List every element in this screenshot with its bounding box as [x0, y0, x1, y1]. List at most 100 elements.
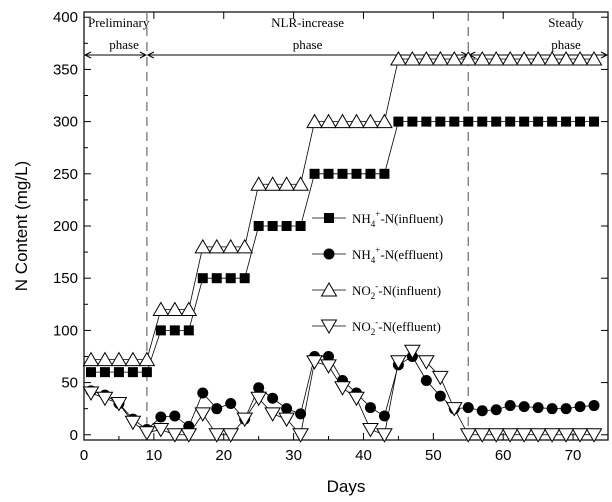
data-point-triangle-down [431, 370, 449, 386]
data-point-square [239, 273, 250, 284]
data-point-triangle-up [194, 238, 212, 254]
data-point-square [533, 116, 544, 127]
legend-marker-triangle-up [320, 281, 338, 297]
data-point-triangle-up [515, 50, 533, 66]
data-point-square [99, 367, 110, 378]
arrow-head [146, 51, 155, 59]
data-point-triangle-down [250, 391, 268, 407]
data-point-square [449, 116, 460, 127]
legend-marker-square [324, 213, 334, 223]
x-tick-label: 60 [495, 447, 512, 464]
arrow-head [83, 51, 92, 59]
data-point-square [365, 168, 376, 179]
data-point-triangle-up [529, 50, 547, 66]
data-point-square [589, 116, 600, 127]
data-point-circle [476, 405, 488, 417]
data-point-triangle-up [417, 50, 435, 66]
arrow-head [600, 51, 609, 59]
phase-label-line1: Steady [548, 15, 584, 30]
data-point-circle [364, 402, 376, 414]
data-point-triangle-down [152, 423, 170, 438]
data-point-triangle-down [96, 391, 114, 407]
data-point-triangle-down [264, 407, 282, 422]
data-point-triangle-up [124, 351, 142, 367]
data-point-square [519, 116, 530, 127]
legend-marker-triangle-down [320, 319, 338, 335]
data-point-circle [211, 403, 223, 415]
data-point-triangle-up [138, 351, 156, 367]
data-point-triangle-up [180, 301, 198, 317]
data-point-triangle-down [529, 428, 547, 443]
data-point-circle [518, 401, 530, 413]
data-point-triangle-down [557, 428, 575, 443]
data-point-circle [323, 350, 335, 362]
legend-label: NO2--N(influent) [352, 281, 441, 301]
data-point-square [211, 273, 222, 284]
y-tick-label: 100 [53, 322, 78, 339]
data-point-square [127, 367, 138, 378]
legend-label: NO2--N(effluent) [352, 317, 441, 337]
data-point-triangle-down [585, 428, 603, 443]
data-point-triangle-down [376, 428, 393, 443]
y-tick-label: 400 [53, 9, 78, 26]
data-point-square [491, 116, 502, 127]
x-tick-label: 40 [355, 447, 372, 464]
series-line-0 [90, 121, 595, 373]
phase-label-line1: NLR-increase [271, 15, 344, 30]
data-point-square [575, 116, 586, 127]
y-tick-label: 250 [53, 166, 78, 183]
data-point-square [351, 168, 362, 179]
data-point-square [225, 273, 236, 284]
data-point-triangle-up [250, 176, 268, 191]
data-point-triangle-up [431, 50, 449, 66]
data-point-triangle-up [222, 238, 240, 254]
x-tick-label: 20 [215, 447, 232, 464]
data-point-triangle-down [459, 428, 477, 443]
data-point-triangle-up [404, 50, 421, 66]
phase-annotations: Preliminary phase NLR-increase phase Steady p… [83, 15, 609, 59]
data-point-square [295, 221, 306, 231]
data-point-circle [378, 410, 390, 422]
data-point-triangle-up [208, 238, 226, 254]
data-point-triangle-down [334, 381, 351, 396]
data-point-circle [225, 397, 237, 409]
data-point-triangle-up [571, 50, 589, 66]
data-point-triangle-up [362, 113, 379, 129]
data-point-circle [546, 403, 558, 415]
arrow-head [139, 51, 147, 59]
data-point-square [197, 273, 208, 284]
data-point-triangle-up [557, 50, 575, 66]
data-point-square [183, 325, 194, 336]
data-point-circle [490, 404, 502, 416]
data-point-triangle-up [334, 113, 351, 129]
data-point-triangle-down [138, 426, 156, 441]
data-point-square [169, 325, 180, 336]
data-point-square [323, 168, 334, 179]
data-point-triangle-down [404, 344, 421, 360]
data-point-triangle-down [110, 396, 128, 412]
data-point-triangle-down [362, 423, 379, 438]
data-point-triangle-down [278, 412, 295, 428]
data-point-square [267, 221, 278, 231]
phase-label-line2: phase [109, 37, 139, 52]
data-point-circle [169, 410, 181, 422]
x-tick-label: 30 [285, 447, 302, 464]
data-point-triangle-down [292, 428, 309, 443]
data-point-triangle-down [194, 407, 212, 422]
data-point-triangle-up [278, 176, 295, 191]
data-point-square [155, 325, 166, 336]
data-point-triangle-up [543, 50, 561, 66]
data-point-circle [532, 402, 544, 414]
data-point-square [477, 116, 488, 127]
data-markers [82, 50, 603, 443]
y-tick-label: 0 [70, 427, 78, 444]
data-point-square [463, 116, 474, 127]
data-point-circle [253, 382, 265, 394]
data-point-triangle-down [417, 355, 435, 370]
data-point-square [379, 168, 390, 179]
data-point-triangle-down [124, 415, 142, 431]
phase-label-line2: phase [551, 37, 581, 52]
data-point-circle [462, 402, 474, 414]
data-point-triangle-down [180, 428, 198, 443]
data-point-circle [588, 400, 600, 412]
